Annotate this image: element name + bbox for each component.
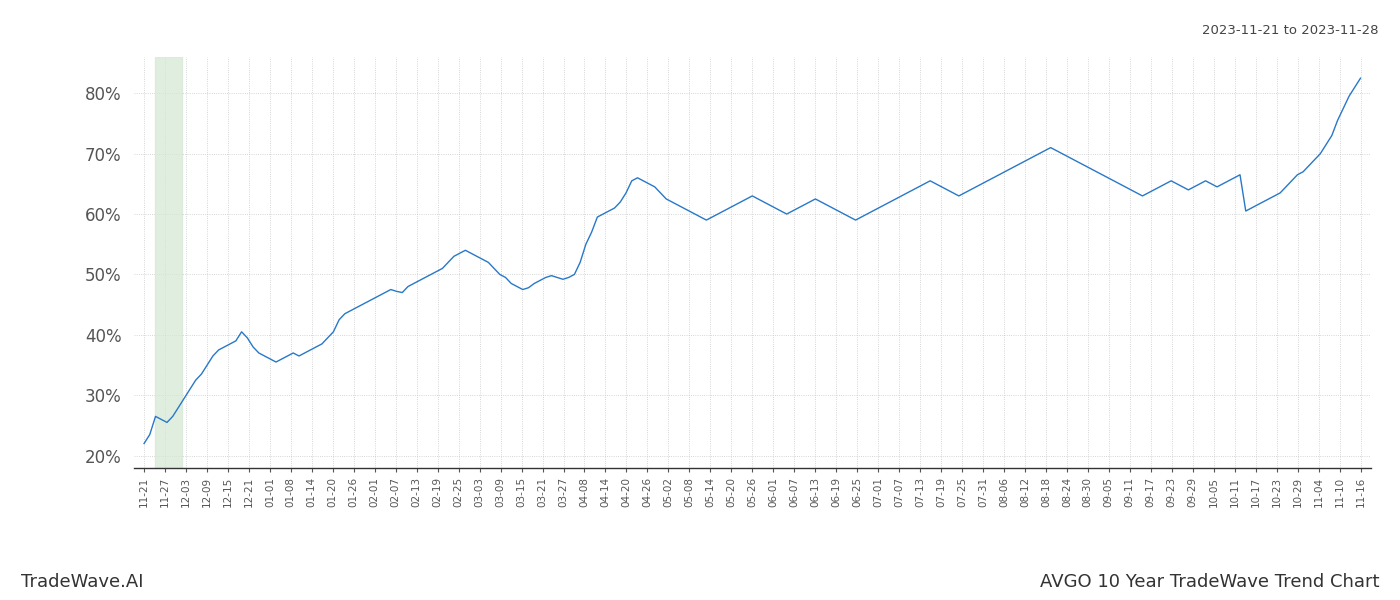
Text: AVGO 10 Year TradeWave Trend Chart: AVGO 10 Year TradeWave Trend Chart [1039,573,1379,591]
Text: TradeWave.AI: TradeWave.AI [21,573,143,591]
Bar [154,57,182,468]
Text: 2023-11-21 to 2023-11-28: 2023-11-21 to 2023-11-28 [1203,24,1379,37]
